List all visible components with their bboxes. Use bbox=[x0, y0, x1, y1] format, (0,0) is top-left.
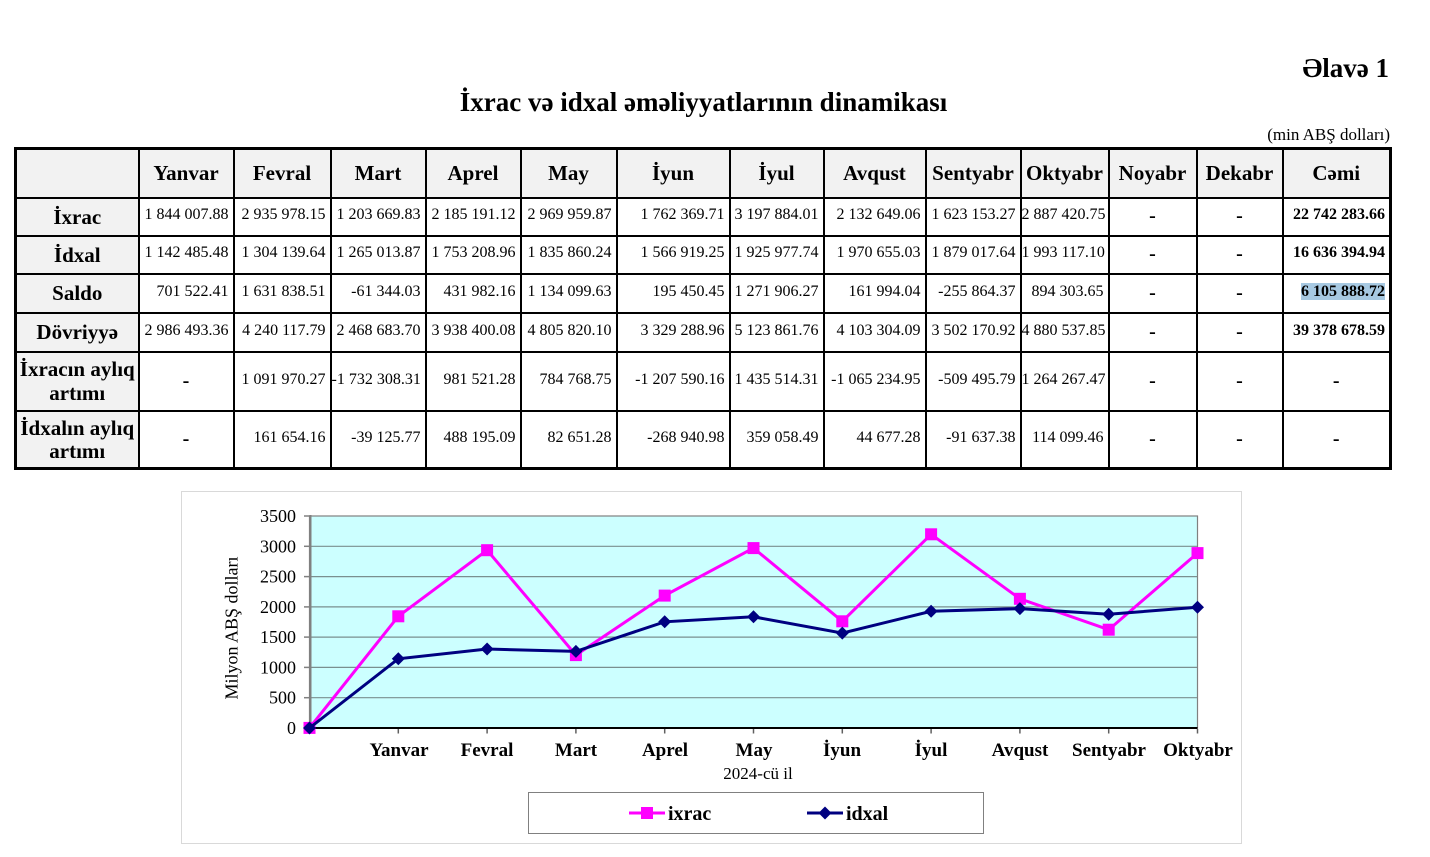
svg-text:2000: 2000 bbox=[260, 597, 296, 617]
svg-text:İyun: İyun bbox=[823, 740, 861, 761]
svg-text:Yanvar: Yanvar bbox=[369, 740, 429, 761]
svg-text:2500: 2500 bbox=[260, 567, 296, 587]
svg-text:idxal: idxal bbox=[846, 803, 889, 825]
svg-text:Oktyabr: Oktyabr bbox=[1163, 740, 1233, 761]
svg-text:500: 500 bbox=[269, 688, 296, 708]
svg-text:2024-cü il: 2024-cü il bbox=[723, 764, 793, 783]
svg-text:Aprel: Aprel bbox=[642, 740, 688, 761]
svg-text:1500: 1500 bbox=[260, 627, 296, 647]
svg-text:Mart: Mart bbox=[555, 740, 598, 761]
svg-text:3000: 3000 bbox=[260, 536, 296, 556]
svg-text:0: 0 bbox=[287, 718, 296, 738]
svg-text:İyul: İyul bbox=[915, 740, 948, 761]
svg-text:Sentyabr: Sentyabr bbox=[1072, 740, 1146, 761]
svg-text:Avqust: Avqust bbox=[992, 740, 1049, 761]
svg-text:1000: 1000 bbox=[260, 657, 296, 677]
svg-text:ixrac: ixrac bbox=[668, 803, 711, 825]
svg-text:3500: 3500 bbox=[260, 506, 296, 526]
svg-text:Milyon ABŞ dolları: Milyon ABŞ dolları bbox=[222, 556, 242, 699]
svg-text:May: May bbox=[736, 740, 773, 761]
svg-text:Fevral: Fevral bbox=[461, 740, 514, 761]
